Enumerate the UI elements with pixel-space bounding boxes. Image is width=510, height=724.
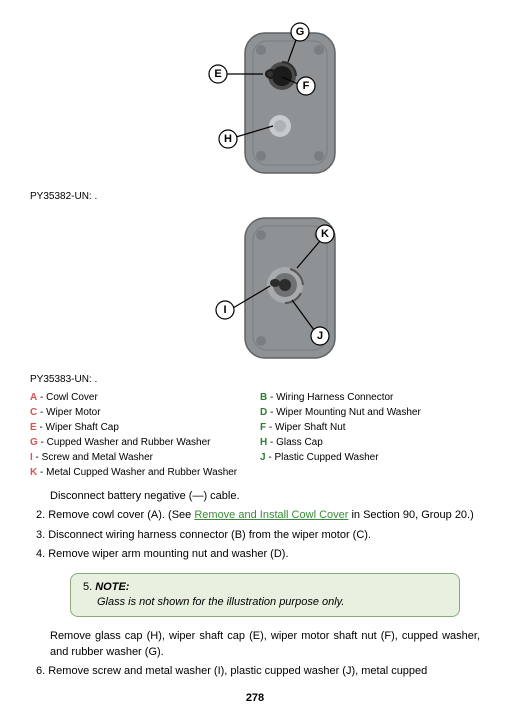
legend-item-g: G - Cupped Washer and Rubber Washer [30, 436, 250, 449]
note-text: Glass is not shown for the illustration … [97, 596, 344, 608]
legend-item-a: A - Cowl Cover [30, 391, 250, 404]
figure-1-illustration: E G F H [70, 20, 480, 183]
step-6: 6. Remove screw and metal washer (I), pl… [30, 664, 480, 679]
legend-item-i: I - Screw and Metal Washer [30, 451, 250, 464]
callout-h-label: H [224, 133, 232, 145]
figure-2-illustration: K I J [70, 208, 480, 366]
callout-k-label: K [321, 228, 329, 240]
note-title: NOTE: [95, 581, 129, 593]
figure-2-caption: PY35383-UN: . [30, 374, 480, 385]
step-3: 3. Disconnect wiring harness connector (… [30, 528, 480, 543]
step-1-text: Disconnect battery negative (—) cable. [50, 489, 480, 504]
callout-j-label: J [317, 330, 323, 342]
figure-2: K I J PY35383-UN: . [30, 208, 480, 385]
legend-item-e: E - Wiper Shaft Cap [30, 421, 250, 434]
legend-item-c: C - Wiper Motor [30, 406, 250, 419]
legend-item-b: B - Wiring Harness Connector [260, 391, 480, 404]
parts-legend: A - Cowl Cover B - Wiring Harness Connect… [30, 391, 480, 479]
figure-1: E G F H PY35382-UN: . [30, 20, 480, 202]
callout-e-label: E [214, 68, 221, 80]
step-2-text-b: in Section 90, Group 20.) [348, 509, 473, 521]
legend-item-d: D - Wiper Mounting Nut and Washer [260, 406, 480, 419]
step-4: 4. Remove wiper arm mounting nut and was… [30, 547, 480, 562]
step-2-text-a: 2. Remove cowl cover (A). (See [36, 509, 194, 521]
step-2: 2. Remove cowl cover (A). (See Remove an… [30, 508, 480, 523]
figure-1-svg: E G F H [170, 20, 380, 180]
cowl-cover-link[interactable]: Remove and Install Cowl Cover [194, 509, 348, 521]
page-number: 278 [30, 692, 480, 704]
figure-1-caption: PY35382-UN: . [30, 191, 480, 202]
callout-f-label: F [303, 80, 310, 92]
note-number: 5. [83, 581, 95, 593]
legend-item-h: H - Glass Cap [260, 436, 480, 449]
figure-2-svg: K I J [170, 208, 380, 363]
callout-i-label: I [223, 304, 226, 316]
callout-g-label: G [296, 26, 305, 38]
step-5-body: Remove glass cap (H), wiper shaft cap (E… [50, 629, 480, 660]
legend-item-k: K - Metal Cupped Washer and Rubber Washe… [30, 466, 250, 479]
note-box: 5. NOTE: Glass is not shown for the illu… [70, 573, 460, 618]
legend-item-f: F - Wiper Shaft Nut [260, 421, 480, 434]
legend-item-j: J - Plastic Cupped Washer [260, 451, 480, 464]
